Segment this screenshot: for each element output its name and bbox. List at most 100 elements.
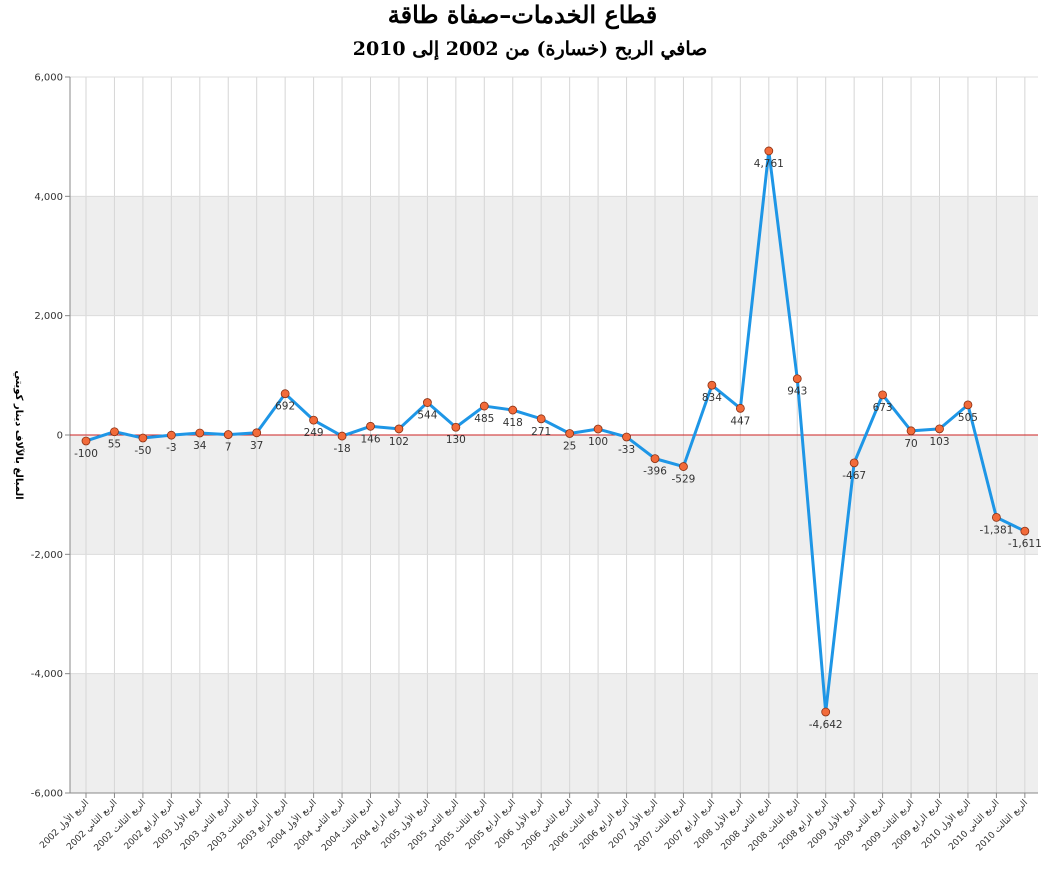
data-point — [166, 430, 176, 440]
x-tick-label: الربع الثالث 2005 — [434, 798, 489, 853]
chart-subtitle: صافي الربح (خسارة) من 2002 إلى 2010 — [352, 38, 708, 60]
x-tick-label: الربع الثاني 2006 — [520, 798, 574, 852]
y-tick-label: -4,000 — [31, 669, 63, 680]
data-point — [821, 707, 831, 717]
data-label: 418 — [503, 417, 523, 429]
data-point — [906, 426, 916, 436]
data-point — [878, 390, 887, 400]
x-tick-label: الربع الرابع 2007 — [663, 798, 717, 852]
data-label: 4,761 — [754, 158, 784, 170]
x-tick-label: الربع الثالث 2003 — [206, 798, 261, 853]
data-point — [650, 454, 660, 464]
data-label: 102 — [389, 436, 409, 448]
data-point — [707, 380, 717, 390]
data-label: -33 — [618, 444, 635, 456]
x-tick-label: الربع الأول 2010 — [919, 797, 973, 851]
x-tick-label: الربع الرابع 2004 — [350, 798, 404, 852]
x-tick-label: الربع الثاني 2005 — [407, 798, 461, 852]
data-point — [536, 414, 546, 424]
x-tick-label: الربع الأول 2003 — [151, 797, 205, 851]
data-label: -50 — [134, 445, 151, 457]
x-tick-label: الربع الثالث 2004 — [320, 798, 375, 853]
y-axis-label: المبالغ بالآلاف دينار كويتي — [13, 370, 25, 499]
series-line — [85, 149, 1026, 714]
data-point — [593, 424, 603, 434]
data-point — [792, 374, 802, 384]
data-label: 505 — [958, 412, 978, 424]
data-label: 7 — [225, 442, 232, 454]
data-labels: -100 55 -50 -3 34 7 37 692 249 -18 146 102 544 130 485… — [74, 158, 1042, 731]
x-tick-label: الربع الثالث 2008 — [747, 798, 802, 853]
data-label: 100 — [588, 436, 608, 448]
series-markers — [81, 146, 1030, 717]
data-point — [223, 430, 233, 439]
data-point — [394, 424, 404, 434]
data-label: -18 — [333, 443, 350, 455]
x-tick-label: الربع الأول 2008 — [691, 797, 745, 851]
y-axis-label-group: المبالغ بالآلاف دينار كويتي — [13, 370, 25, 499]
y-tick-label: 0 — [57, 431, 63, 442]
data-point — [565, 429, 575, 438]
x-tick-label: الربع الثاني 2004 — [293, 798, 347, 852]
x-tick-label: الربع الثاني 2010 — [947, 798, 1001, 852]
data-point — [508, 405, 518, 415]
background-band — [70, 435, 1038, 555]
data-point — [735, 403, 745, 413]
y-tick-label: -6,000 — [31, 789, 63, 800]
data-label: 673 — [873, 402, 893, 414]
data-point — [1020, 526, 1030, 536]
data-label: 271 — [531, 426, 551, 438]
background-bands — [70, 196, 1038, 793]
x-tick-label: الربع الثالث 2009 — [861, 798, 916, 853]
data-label: 544 — [417, 410, 437, 422]
data-label: 55 — [108, 439, 121, 451]
x-tick-label: الربع الثالث 2007 — [633, 798, 688, 853]
background-band — [70, 673, 1038, 793]
x-tick-label: الربع الأول 2007 — [606, 797, 660, 851]
data-label: -4,642 — [809, 719, 843, 731]
data-label: 485 — [474, 413, 494, 425]
x-tick-label: الربع الأول 2005 — [378, 797, 432, 851]
x-tick-label: الربع الرابع 2008 — [777, 798, 831, 852]
x-tick-label: الربع الأول 2004 — [265, 797, 319, 851]
data-label: 25 — [563, 441, 576, 453]
data-label: -1,381 — [979, 524, 1013, 536]
x-tick-label: الربع الثاني 2002 — [65, 798, 119, 852]
y-tick-label: 2,000 — [34, 311, 63, 322]
data-point — [138, 433, 148, 443]
x-tick-label: الربع الثالث 2010 — [975, 798, 1030, 853]
x-tick-label: الربع الثالث 2002 — [93, 798, 148, 853]
y-tick-label: 6,000 — [34, 73, 63, 84]
data-label: 103 — [929, 436, 949, 448]
data-label: -100 — [74, 448, 98, 460]
data-point — [309, 415, 319, 425]
data-point — [366, 421, 375, 431]
data-point — [110, 427, 119, 437]
data-point — [451, 422, 461, 432]
data-point — [679, 462, 688, 471]
data-point — [422, 398, 432, 407]
series-line-group — [85, 149, 1026, 714]
data-label: 37 — [250, 440, 263, 452]
x-tick-label: الربع الرابع 2006 — [578, 798, 632, 852]
x-tick-label: الربع الأول 2002 — [37, 797, 91, 851]
x-tick-label: الربع الثاني 2003 — [179, 798, 233, 852]
data-point — [195, 428, 205, 438]
x-tick-label: الربع الثاني 2008 — [720, 798, 774, 852]
y-axis-tick-labels: -6,000 -4,000 -2,000 0 2,000 4,000 6,000 — [31, 73, 70, 800]
data-label: 34 — [193, 440, 207, 452]
x-tick-label: الربع الرابع 2002 — [123, 798, 177, 852]
data-label: -3 — [166, 442, 176, 454]
background-band — [70, 196, 1038, 316]
data-label: 834 — [702, 392, 722, 404]
y-tick-label: 4,000 — [34, 192, 63, 203]
data-label: 249 — [304, 427, 324, 439]
x-tick-label: الربع الأول 2006 — [492, 797, 546, 851]
data-point — [935, 424, 944, 434]
data-label: 943 — [787, 386, 807, 398]
data-label: 130 — [446, 434, 466, 446]
x-tick-label: الربع الثاني 2009 — [833, 798, 887, 852]
data-point — [992, 512, 1001, 522]
